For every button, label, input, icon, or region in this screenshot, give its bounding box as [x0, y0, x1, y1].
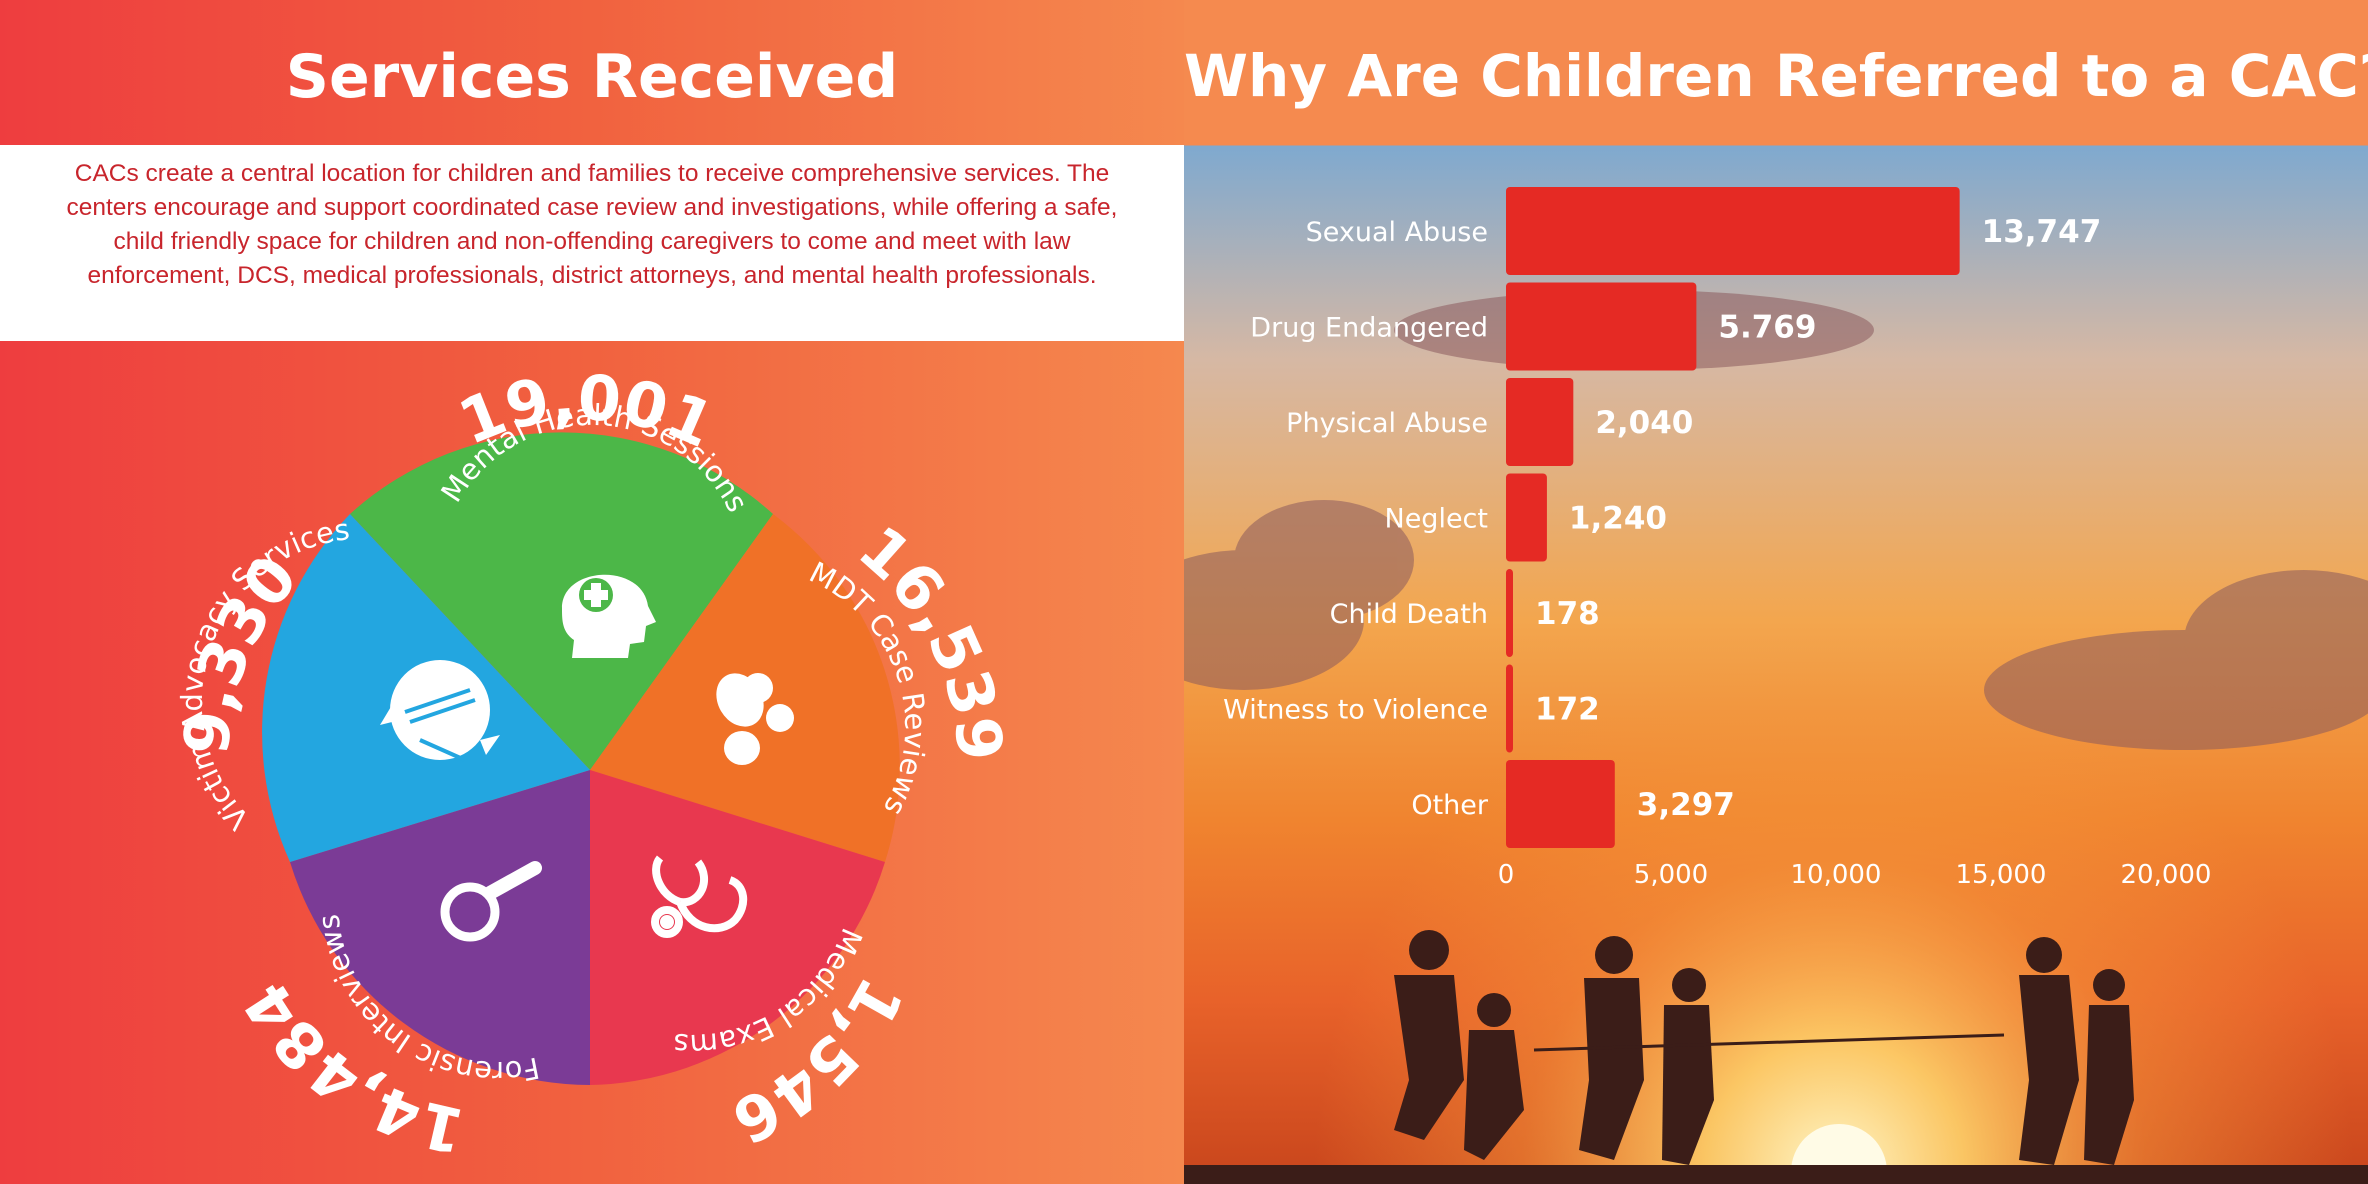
x-tick-label: 20,000 [2121, 860, 2212, 890]
x-tick-label: 5,000 [1634, 860, 1708, 890]
value-label: 3,297 [1637, 787, 1735, 823]
bar-child-death [1506, 569, 1513, 657]
referrals-panel: Why Are Children Referred to a CAC? Sexu… [1184, 0, 2368, 1184]
x-tick-label: 0 [1498, 860, 1515, 890]
services-panel: Services Received CACs create a central … [0, 0, 1184, 1184]
value-label: 1,240 [1569, 501, 1667, 537]
category-label: Drug Endangered [1250, 313, 1488, 344]
category-label: Witness to Violence [1223, 695, 1488, 726]
category-label: Physical Abuse [1286, 408, 1488, 439]
value-label: 13,747 [1982, 214, 2102, 250]
intro-box: CACs create a central location for child… [0, 145, 1184, 341]
services-wheel: Mental Health Sessions MDT Case Reviews … [169, 361, 1016, 1168]
people-group-icon [716, 673, 794, 765]
head-plus-icon [562, 574, 656, 658]
category-label: Sexual Abuse [1306, 217, 1488, 248]
intro-text: CACs create a central location for child… [66, 160, 1118, 289]
slice-medical-exams [590, 770, 885, 1085]
bar-drug-endangered [1506, 282, 1697, 371]
bar-neglect [1506, 473, 1547, 562]
value-label: 178 [1535, 596, 1600, 632]
category-label: Neglect [1385, 504, 1489, 535]
bar-other [1506, 760, 1615, 848]
value-label: 172 [1535, 692, 1600, 728]
x-tick-label: 15,000 [1956, 860, 2047, 890]
referrals-title: Why Are Children Referred to a CAC? [1184, 42, 2368, 110]
sunset-background [1184, 145, 2368, 1184]
referrals-bar-chart: Sexual Abuse 13,747 Drug Endangered 5.769 Ph… [1223, 187, 2212, 890]
services-title: Services Received [285, 42, 899, 112]
x-tick-label: 10,000 [1791, 860, 1882, 890]
category-label: Other [1411, 790, 1489, 821]
bar-witness-to-violence [1506, 664, 1513, 753]
bar-physical-abuse [1506, 378, 1574, 466]
magnifier-icon [440, 861, 542, 942]
value-label: 5.769 [1718, 310, 1816, 346]
value-label: 2,040 [1595, 405, 1693, 441]
category-label: Child Death [1330, 599, 1488, 630]
stethoscope-icon [651, 855, 748, 938]
helping-hands-icon [380, 660, 500, 762]
bar-sexual-abuse [1506, 187, 1960, 275]
slice-forensic-interviews [290, 770, 590, 1085]
children-silhouettes [1184, 930, 2368, 1184]
slice-mental-health [350, 432, 773, 770]
